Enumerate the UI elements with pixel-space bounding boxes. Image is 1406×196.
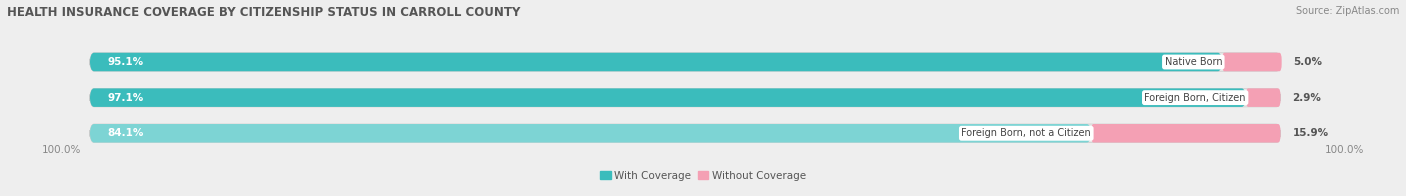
Text: 2.9%: 2.9% [1292,93,1322,103]
FancyBboxPatch shape [90,88,1281,107]
Text: Source: ZipAtlas.com: Source: ZipAtlas.com [1295,6,1399,16]
Text: Foreign Born, not a Citizen: Foreign Born, not a Citizen [962,128,1091,138]
Legend: With Coverage, Without Coverage: With Coverage, Without Coverage [600,171,806,181]
Text: 95.1%: 95.1% [108,57,143,67]
FancyBboxPatch shape [90,53,1281,71]
FancyBboxPatch shape [1222,53,1282,71]
FancyBboxPatch shape [90,88,1246,107]
FancyBboxPatch shape [90,53,1222,71]
FancyBboxPatch shape [90,124,1281,142]
Text: Foreign Born, Citizen: Foreign Born, Citizen [1144,93,1246,103]
Text: Native Born: Native Born [1164,57,1222,67]
Text: 15.9%: 15.9% [1292,128,1329,138]
Text: 97.1%: 97.1% [108,93,143,103]
FancyBboxPatch shape [90,124,1091,142]
Text: 100.0%: 100.0% [42,145,82,155]
FancyBboxPatch shape [1246,88,1281,107]
FancyBboxPatch shape [1091,124,1281,142]
Text: 84.1%: 84.1% [108,128,143,138]
Text: 5.0%: 5.0% [1294,57,1323,67]
Text: 100.0%: 100.0% [1324,145,1364,155]
Text: HEALTH INSURANCE COVERAGE BY CITIZENSHIP STATUS IN CARROLL COUNTY: HEALTH INSURANCE COVERAGE BY CITIZENSHIP… [7,6,520,19]
